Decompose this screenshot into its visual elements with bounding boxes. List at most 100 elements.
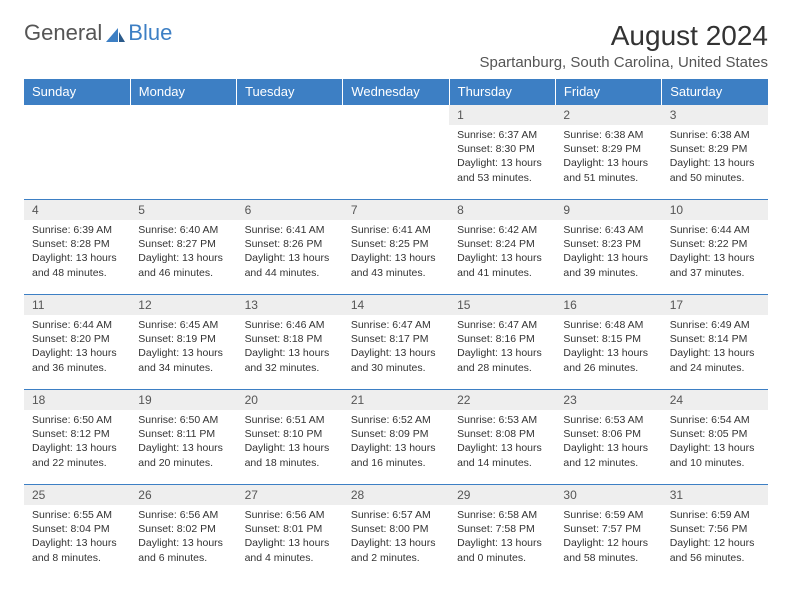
weekday-header: Wednesday <box>343 79 449 105</box>
calendar-day-cell: 1Sunrise: 6:37 AMSunset: 8:30 PMDaylight… <box>449 105 555 200</box>
calendar-day-cell: 17Sunrise: 6:49 AMSunset: 8:14 PMDayligh… <box>662 295 768 390</box>
day-number: 17 <box>662 295 768 315</box>
day-content: Sunrise: 6:42 AMSunset: 8:24 PMDaylight:… <box>449 220 555 286</box>
title-block: August 2024 Spartanburg, South Carolina,… <box>479 20 768 71</box>
day-content: Sunrise: 6:58 AMSunset: 7:58 PMDaylight:… <box>449 505 555 571</box>
calendar-day-cell: 7Sunrise: 6:41 AMSunset: 8:25 PMDaylight… <box>343 200 449 295</box>
calendar-day-cell: 9Sunrise: 6:43 AMSunset: 8:23 PMDaylight… <box>555 200 661 295</box>
day-number: 10 <box>662 200 768 220</box>
calendar-day-cell <box>343 105 449 200</box>
day-content: Sunrise: 6:38 AMSunset: 8:29 PMDaylight:… <box>555 125 661 191</box>
day-content: Sunrise: 6:55 AMSunset: 8:04 PMDaylight:… <box>24 505 130 571</box>
header: General Blue August 2024 Spartanburg, So… <box>24 20 768 71</box>
calendar-day-cell: 12Sunrise: 6:45 AMSunset: 8:19 PMDayligh… <box>130 295 236 390</box>
day-number: 2 <box>555 105 661 125</box>
day-number: 4 <box>24 200 130 220</box>
day-number: 1 <box>449 105 555 125</box>
day-content: Sunrise: 6:41 AMSunset: 8:25 PMDaylight:… <box>343 220 449 286</box>
day-number: 16 <box>555 295 661 315</box>
day-number: 6 <box>237 200 343 220</box>
day-content: Sunrise: 6:59 AMSunset: 7:56 PMDaylight:… <box>662 505 768 571</box>
calendar-day-cell: 28Sunrise: 6:57 AMSunset: 8:00 PMDayligh… <box>343 485 449 580</box>
calendar-week-row: 4Sunrise: 6:39 AMSunset: 8:28 PMDaylight… <box>24 200 768 295</box>
day-content: Sunrise: 6:53 AMSunset: 8:06 PMDaylight:… <box>555 410 661 476</box>
day-number: 31 <box>662 485 768 505</box>
calendar-week-row: 25Sunrise: 6:55 AMSunset: 8:04 PMDayligh… <box>24 485 768 580</box>
day-number: 29 <box>449 485 555 505</box>
calendar-day-cell: 31Sunrise: 6:59 AMSunset: 7:56 PMDayligh… <box>662 485 768 580</box>
day-content: Sunrise: 6:45 AMSunset: 8:19 PMDaylight:… <box>130 315 236 381</box>
calendar-day-cell: 5Sunrise: 6:40 AMSunset: 8:27 PMDaylight… <box>130 200 236 295</box>
day-content: Sunrise: 6:40 AMSunset: 8:27 PMDaylight:… <box>130 220 236 286</box>
day-content: Sunrise: 6:41 AMSunset: 8:26 PMDaylight:… <box>237 220 343 286</box>
calendar-table: SundayMondayTuesdayWednesdayThursdayFrid… <box>24 79 768 580</box>
day-content: Sunrise: 6:44 AMSunset: 8:22 PMDaylight:… <box>662 220 768 286</box>
calendar-day-cell: 10Sunrise: 6:44 AMSunset: 8:22 PMDayligh… <box>662 200 768 295</box>
day-number: 3 <box>662 105 768 125</box>
day-number: 11 <box>24 295 130 315</box>
logo: General Blue <box>24 20 172 46</box>
calendar-day-cell: 8Sunrise: 6:42 AMSunset: 8:24 PMDaylight… <box>449 200 555 295</box>
day-number: 30 <box>555 485 661 505</box>
day-content: Sunrise: 6:56 AMSunset: 8:01 PMDaylight:… <box>237 505 343 571</box>
calendar-day-cell: 24Sunrise: 6:54 AMSunset: 8:05 PMDayligh… <box>662 390 768 485</box>
day-number: 21 <box>343 390 449 410</box>
calendar-day-cell <box>130 105 236 200</box>
calendar-day-cell: 14Sunrise: 6:47 AMSunset: 8:17 PMDayligh… <box>343 295 449 390</box>
day-content: Sunrise: 6:54 AMSunset: 8:05 PMDaylight:… <box>662 410 768 476</box>
calendar-day-cell: 23Sunrise: 6:53 AMSunset: 8:06 PMDayligh… <box>555 390 661 485</box>
calendar-day-cell: 25Sunrise: 6:55 AMSunset: 8:04 PMDayligh… <box>24 485 130 580</box>
day-number: 22 <box>449 390 555 410</box>
day-content: Sunrise: 6:37 AMSunset: 8:30 PMDaylight:… <box>449 125 555 191</box>
day-content: Sunrise: 6:56 AMSunset: 8:02 PMDaylight:… <box>130 505 236 571</box>
day-number: 13 <box>237 295 343 315</box>
weekday-header: Tuesday <box>237 79 343 105</box>
day-number: 14 <box>343 295 449 315</box>
calendar-day-cell: 19Sunrise: 6:50 AMSunset: 8:11 PMDayligh… <box>130 390 236 485</box>
day-content: Sunrise: 6:43 AMSunset: 8:23 PMDaylight:… <box>555 220 661 286</box>
day-content: Sunrise: 6:46 AMSunset: 8:18 PMDaylight:… <box>237 315 343 381</box>
calendar-day-cell: 22Sunrise: 6:53 AMSunset: 8:08 PMDayligh… <box>449 390 555 485</box>
logo-text-blue: Blue <box>128 20 172 46</box>
calendar-day-cell: 27Sunrise: 6:56 AMSunset: 8:01 PMDayligh… <box>237 485 343 580</box>
day-content: Sunrise: 6:53 AMSunset: 8:08 PMDaylight:… <box>449 410 555 476</box>
calendar-day-cell: 16Sunrise: 6:48 AMSunset: 8:15 PMDayligh… <box>555 295 661 390</box>
day-number: 18 <box>24 390 130 410</box>
weekday-header: Friday <box>555 79 661 105</box>
day-number: 8 <box>449 200 555 220</box>
weekday-header: Sunday <box>24 79 130 105</box>
day-content: Sunrise: 6:51 AMSunset: 8:10 PMDaylight:… <box>237 410 343 476</box>
day-content: Sunrise: 6:47 AMSunset: 8:17 PMDaylight:… <box>343 315 449 381</box>
calendar-day-cell: 2Sunrise: 6:38 AMSunset: 8:29 PMDaylight… <box>555 105 661 200</box>
day-number: 7 <box>343 200 449 220</box>
day-number: 20 <box>237 390 343 410</box>
day-number: 23 <box>555 390 661 410</box>
calendar-day-cell: 21Sunrise: 6:52 AMSunset: 8:09 PMDayligh… <box>343 390 449 485</box>
day-number: 5 <box>130 200 236 220</box>
day-content: Sunrise: 6:38 AMSunset: 8:29 PMDaylight:… <box>662 125 768 191</box>
calendar-day-cell: 29Sunrise: 6:58 AMSunset: 7:58 PMDayligh… <box>449 485 555 580</box>
day-number: 12 <box>130 295 236 315</box>
weekday-header: Monday <box>130 79 236 105</box>
day-content: Sunrise: 6:57 AMSunset: 8:00 PMDaylight:… <box>343 505 449 571</box>
calendar-week-row: 18Sunrise: 6:50 AMSunset: 8:12 PMDayligh… <box>24 390 768 485</box>
day-content: Sunrise: 6:50 AMSunset: 8:12 PMDaylight:… <box>24 410 130 476</box>
logo-sail-icon <box>104 24 126 42</box>
calendar-day-cell <box>237 105 343 200</box>
calendar-day-cell: 11Sunrise: 6:44 AMSunset: 8:20 PMDayligh… <box>24 295 130 390</box>
day-content: Sunrise: 6:48 AMSunset: 8:15 PMDaylight:… <box>555 315 661 381</box>
calendar-week-row: 11Sunrise: 6:44 AMSunset: 8:20 PMDayligh… <box>24 295 768 390</box>
day-content: Sunrise: 6:49 AMSunset: 8:14 PMDaylight:… <box>662 315 768 381</box>
day-content: Sunrise: 6:52 AMSunset: 8:09 PMDaylight:… <box>343 410 449 476</box>
calendar-day-cell: 15Sunrise: 6:47 AMSunset: 8:16 PMDayligh… <box>449 295 555 390</box>
day-content: Sunrise: 6:44 AMSunset: 8:20 PMDaylight:… <box>24 315 130 381</box>
day-number: 24 <box>662 390 768 410</box>
calendar-day-cell: 20Sunrise: 6:51 AMSunset: 8:10 PMDayligh… <box>237 390 343 485</box>
calendar-day-cell: 13Sunrise: 6:46 AMSunset: 8:18 PMDayligh… <box>237 295 343 390</box>
weekday-header: Saturday <box>662 79 768 105</box>
calendar-day-cell <box>24 105 130 200</box>
calendar-week-row: 1Sunrise: 6:37 AMSunset: 8:30 PMDaylight… <box>24 105 768 200</box>
logo-text-general: General <box>24 20 102 46</box>
location: Spartanburg, South Carolina, United Stat… <box>479 54 768 71</box>
calendar-body: 1Sunrise: 6:37 AMSunset: 8:30 PMDaylight… <box>24 105 768 580</box>
